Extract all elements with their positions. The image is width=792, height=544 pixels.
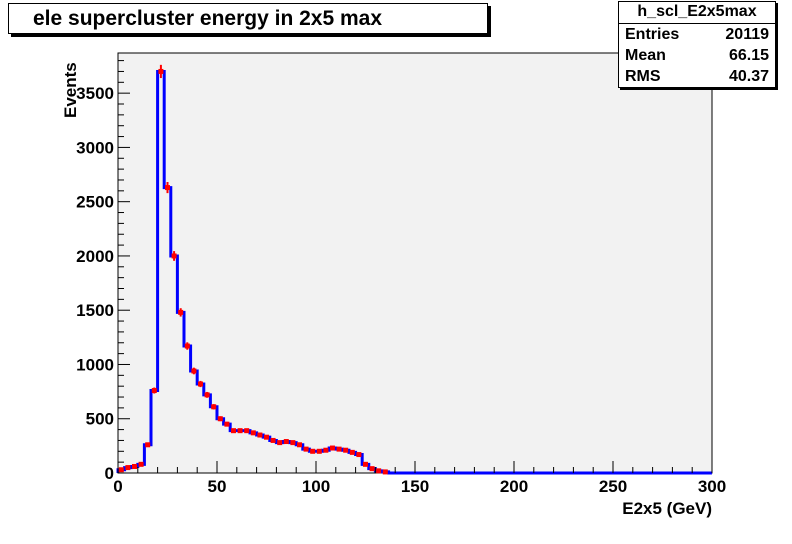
chart-title: ele supercluster energy in 2x5 max xyxy=(8,3,488,34)
x-tick-label: 0 xyxy=(113,477,122,496)
y-tick-label: 3500 xyxy=(76,84,114,103)
stats-box: h_scl_E2x5max Entries 20119 Mean 66.15 R… xyxy=(618,1,776,88)
histogram-bin xyxy=(230,428,236,434)
x-axis-title: E2x5 (GeV) xyxy=(622,499,712,518)
histogram-bin xyxy=(118,467,124,473)
histogram-bin xyxy=(382,469,388,475)
histogram-bin xyxy=(204,391,210,398)
histogram-bin xyxy=(323,447,329,453)
histogram-bin xyxy=(296,442,302,448)
histogram-bin xyxy=(197,380,203,388)
stats-value: 66.15 xyxy=(728,47,769,64)
histogram-bin xyxy=(362,461,368,467)
x-tick-label: 200 xyxy=(500,477,528,496)
histogram-marks xyxy=(116,64,712,475)
histogram-bin xyxy=(257,432,263,438)
x-tick-label: 100 xyxy=(302,477,330,496)
histogram-bin xyxy=(184,342,190,350)
histogram-bin xyxy=(151,387,157,394)
histogram-bin xyxy=(303,446,309,452)
histogram-bin xyxy=(250,430,256,436)
stats-label: Mean xyxy=(625,47,666,64)
histogram-bin xyxy=(211,404,217,410)
stats-value: 20119 xyxy=(725,26,769,43)
stats-histogram-name: h_scl_E2x5max xyxy=(619,2,775,24)
axes: 0 50 100 150 200 250 3000500100015002000250030… xyxy=(76,60,726,496)
histogram-bin xyxy=(237,428,243,434)
histogram-bin xyxy=(376,468,382,474)
y-axis-title: Events xyxy=(61,62,80,118)
x-tick-label: 250 xyxy=(599,477,627,496)
stats-value: 40.37 xyxy=(728,68,769,85)
y-tick-label: 0 xyxy=(105,464,114,483)
stats-row-entries: Entries 20119 xyxy=(619,24,775,45)
histogram-bin xyxy=(329,445,335,451)
histogram-bin xyxy=(270,437,276,443)
stats-row-rms: RMS 40.37 xyxy=(619,66,775,87)
histogram-bin xyxy=(131,463,137,469)
y-tick-label: 500 xyxy=(86,410,114,429)
stats-label: RMS xyxy=(625,68,661,85)
histogram-bin xyxy=(316,448,322,454)
histogram-bin xyxy=(277,440,283,446)
histogram-bin xyxy=(171,251,177,261)
plot-frame xyxy=(117,52,713,474)
histogram-bin xyxy=(158,64,164,79)
histogram-bin xyxy=(263,434,269,440)
histogram-bin xyxy=(356,452,362,458)
histogram-bin xyxy=(125,465,131,471)
histogram-bin xyxy=(343,447,349,453)
histogram-bin xyxy=(138,461,144,467)
histogram-bin xyxy=(310,448,316,454)
histogram-bin xyxy=(164,182,170,194)
histogram-bin xyxy=(349,449,355,455)
y-tick-label: 3000 xyxy=(76,138,114,157)
x-tick-label: 150 xyxy=(401,477,429,496)
histogram-bin xyxy=(290,440,296,446)
histogram-bin xyxy=(369,466,375,472)
stats-row-mean: Mean 66.15 xyxy=(619,45,775,66)
histogram-bin xyxy=(145,442,151,448)
y-tick-label: 2000 xyxy=(76,247,114,266)
x-tick-label: 50 xyxy=(208,477,227,496)
histogram-bin xyxy=(224,421,230,427)
y-tick-label: 2500 xyxy=(76,193,114,212)
stats-label: Entries xyxy=(625,26,680,43)
histogram-bin xyxy=(191,367,197,375)
histogram-bin xyxy=(244,428,250,434)
histogram-bin xyxy=(217,416,223,422)
y-tick-label: 1500 xyxy=(76,301,114,320)
histogram-bin xyxy=(336,446,342,452)
x-tick-label: 300 xyxy=(698,477,726,496)
histogram-bin xyxy=(283,439,289,445)
y-tick-label: 1000 xyxy=(76,355,114,374)
histogram-bin xyxy=(178,308,184,317)
